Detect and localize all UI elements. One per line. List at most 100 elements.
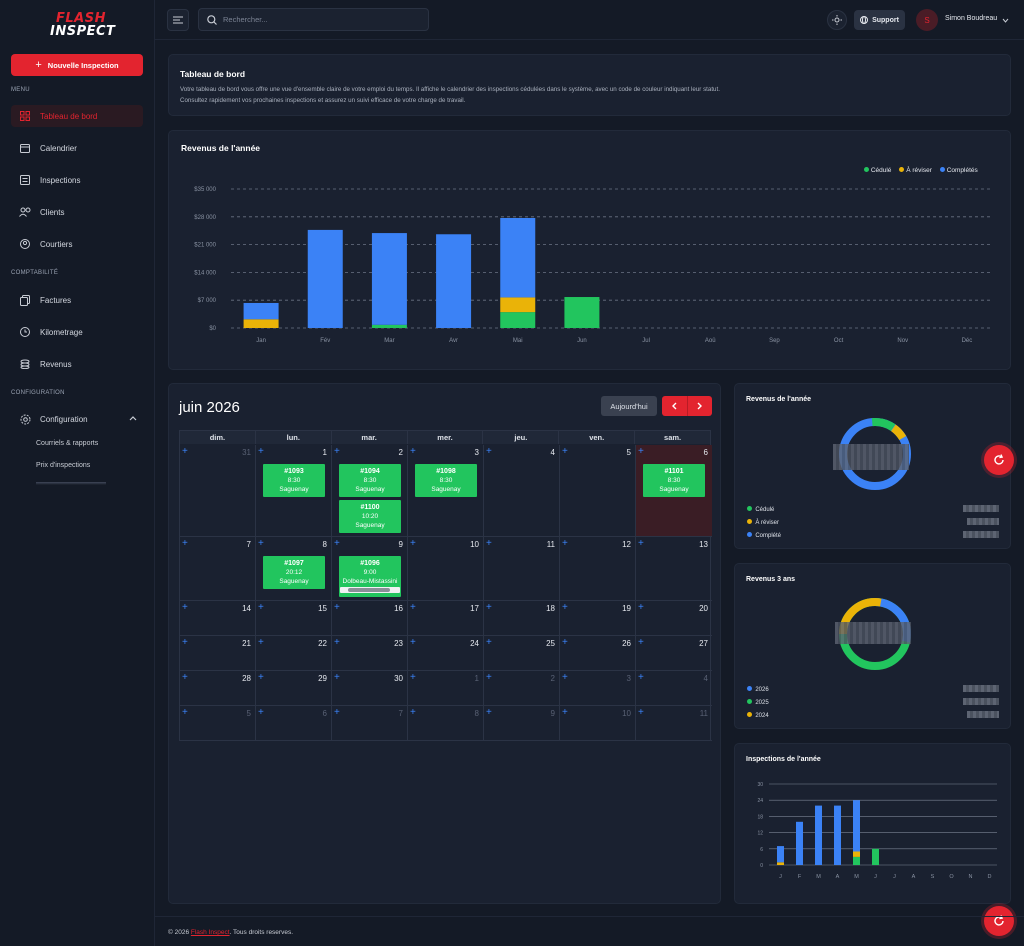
sidebar-item-configuration[interactable]: Configuration (11, 408, 143, 430)
add-event-plus-icon[interactable]: + (486, 602, 492, 613)
calendar-day-cell[interactable]: +1 (408, 671, 484, 706)
add-event-plus-icon[interactable]: + (486, 538, 492, 549)
search-input[interactable]: Rechercher... (198, 8, 429, 31)
add-event-plus-icon[interactable]: + (410, 602, 416, 613)
add-event-plus-icon[interactable]: + (182, 637, 188, 648)
calendar-day-cell[interactable]: +17 (408, 601, 484, 636)
calendar-day-cell[interactable]: +26 (560, 636, 636, 671)
add-event-plus-icon[interactable]: + (638, 538, 644, 549)
add-event-plus-icon[interactable]: + (410, 446, 416, 457)
calendar-day-cell[interactable]: +3 (560, 671, 636, 706)
revenue-bar-complts-4[interactable] (500, 217, 536, 298)
calendar-day-cell[interactable]: +1 (256, 445, 332, 537)
calendar-day-cell[interactable]: +13 (636, 537, 712, 601)
calendar-day-cell[interactable]: +23 (332, 636, 408, 671)
revenue-bar-cdul-2[interactable] (371, 324, 407, 328)
add-event-plus-icon[interactable]: + (562, 672, 568, 683)
inspection-event[interactable]: #1100 10:20 Saguenay (339, 500, 401, 533)
calendar-day-cell[interactable]: +31 (180, 445, 256, 537)
calendar-day-cell[interactable]: +25 (484, 636, 560, 671)
add-event-plus-icon[interactable]: + (486, 637, 492, 648)
add-event-plus-icon[interactable]: + (182, 538, 188, 549)
sidebar-item-calendar[interactable]: Calendrier (11, 137, 143, 159)
add-event-plus-icon[interactable]: + (334, 538, 340, 549)
add-event-plus-icon[interactable]: + (638, 446, 644, 457)
calendar-day-cell[interactable]: +9 (484, 706, 560, 741)
calendar-day-cell[interactable]: +30 (332, 671, 408, 706)
calendar-day-cell[interactable]: +9 (332, 537, 408, 601)
inspections-bar-4-2[interactable] (853, 800, 860, 852)
event-scrollbar[interactable] (340, 587, 400, 593)
sidebar-item-courtiers[interactable]: Courtiers (11, 233, 143, 255)
add-event-plus-icon[interactable]: + (258, 707, 264, 718)
calendar-day-cell[interactable]: +19 (560, 601, 636, 636)
theme-toggle-button[interactable] (827, 10, 847, 30)
add-event-plus-icon[interactable]: + (562, 637, 568, 648)
scrollbar-thumb[interactable] (348, 588, 390, 592)
refresh-button[interactable] (984, 445, 1014, 475)
add-event-plus-icon[interactable]: + (638, 672, 644, 683)
sidebar-subitem-prix[interactable]: Prix d'inspections (36, 462, 91, 469)
sidebar-item-kilometrage[interactable]: Kilometrage (11, 321, 143, 343)
chevron-down-icon[interactable] (1002, 16, 1009, 25)
support-button[interactable]: Support (854, 10, 905, 30)
add-event-plus-icon[interactable]: + (486, 672, 492, 683)
add-event-plus-icon[interactable]: + (258, 538, 264, 549)
footer-brand-link[interactable]: Flash Inspect (190, 929, 230, 936)
add-event-plus-icon[interactable]: + (334, 637, 340, 648)
revenue-bar-complts-2[interactable] (371, 233, 407, 325)
calendar-day-cell[interactable]: +2 (484, 671, 560, 706)
prev-month-button[interactable] (662, 396, 688, 416)
next-month-button[interactable] (688, 396, 713, 416)
inspections-bar-2-2[interactable] (815, 805, 822, 865)
inspections-bar-1-2[interactable] (796, 821, 803, 865)
calendar-day-cell[interactable]: +22 (256, 636, 332, 671)
inspections-bar-4-0[interactable] (853, 856, 860, 865)
add-event-plus-icon[interactable]: + (410, 538, 416, 549)
user-name[interactable]: Simon Boudreau (945, 15, 998, 22)
calendar-day-cell[interactable]: +5 (180, 706, 256, 741)
avatar[interactable]: S (916, 9, 938, 31)
add-event-plus-icon[interactable]: + (638, 707, 644, 718)
add-event-plus-icon[interactable]: + (334, 707, 340, 718)
today-button[interactable]: Aujourd'hui (601, 396, 657, 416)
revenue-bar-complts-1[interactable] (307, 229, 343, 328)
menu-toggle-button[interactable] (167, 9, 189, 31)
add-event-plus-icon[interactable]: + (182, 602, 188, 613)
inspection-event[interactable]: #1093 8:30 Saguenay (263, 464, 325, 497)
add-event-plus-icon[interactable]: + (410, 707, 416, 718)
add-event-plus-icon[interactable]: + (410, 672, 416, 683)
calendar-day-cell[interactable]: +29 (256, 671, 332, 706)
calendar-day-cell[interactable]: +18 (484, 601, 560, 636)
calendar-day-cell[interactable]: +8 (256, 537, 332, 601)
calendar-day-cell[interactable]: +11 (484, 537, 560, 601)
chevron-up-icon[interactable] (129, 414, 137, 423)
calendar-day-cell[interactable]: +3 (408, 445, 484, 537)
inspections-bar-4-1[interactable] (853, 851, 860, 857)
add-event-plus-icon[interactable]: + (410, 637, 416, 648)
calendar-day-cell[interactable]: +15 (256, 601, 332, 636)
calendar-day-cell[interactable]: +8 (408, 706, 484, 741)
calendar-day-cell[interactable]: +27 (636, 636, 712, 671)
revenue-bar-cdul-5[interactable] (564, 297, 600, 328)
calendar-day-cell[interactable]: +16 (332, 601, 408, 636)
calendar-day-cell[interactable]: +10 (560, 706, 636, 741)
revenue-bar-complts-3[interactable] (436, 234, 472, 328)
calendar-day-cell[interactable]: +12 (560, 537, 636, 601)
revenue-bar-rviser-4[interactable] (500, 297, 536, 313)
sidebar-item-clients[interactable]: Clients (11, 201, 143, 223)
inspections-bar-3-2[interactable] (834, 805, 841, 865)
add-event-plus-icon[interactable]: + (486, 707, 492, 718)
add-event-plus-icon[interactable]: + (258, 446, 264, 457)
calendar-day-cell[interactable]: +5 (560, 445, 636, 537)
calendar-day-cell[interactable]: +4 (484, 445, 560, 537)
add-event-plus-icon[interactable]: + (334, 672, 340, 683)
inspections-bar-0-1[interactable] (777, 862, 784, 865)
add-event-plus-icon[interactable]: + (334, 446, 340, 457)
calendar-day-cell[interactable]: +7 (332, 706, 408, 741)
sidebar-item-revenus[interactable]: Revenus (11, 353, 143, 375)
add-event-plus-icon[interactable]: + (486, 446, 492, 457)
add-event-plus-icon[interactable]: + (182, 446, 188, 457)
add-event-plus-icon[interactable]: + (562, 538, 568, 549)
add-event-plus-icon[interactable]: + (258, 602, 264, 613)
